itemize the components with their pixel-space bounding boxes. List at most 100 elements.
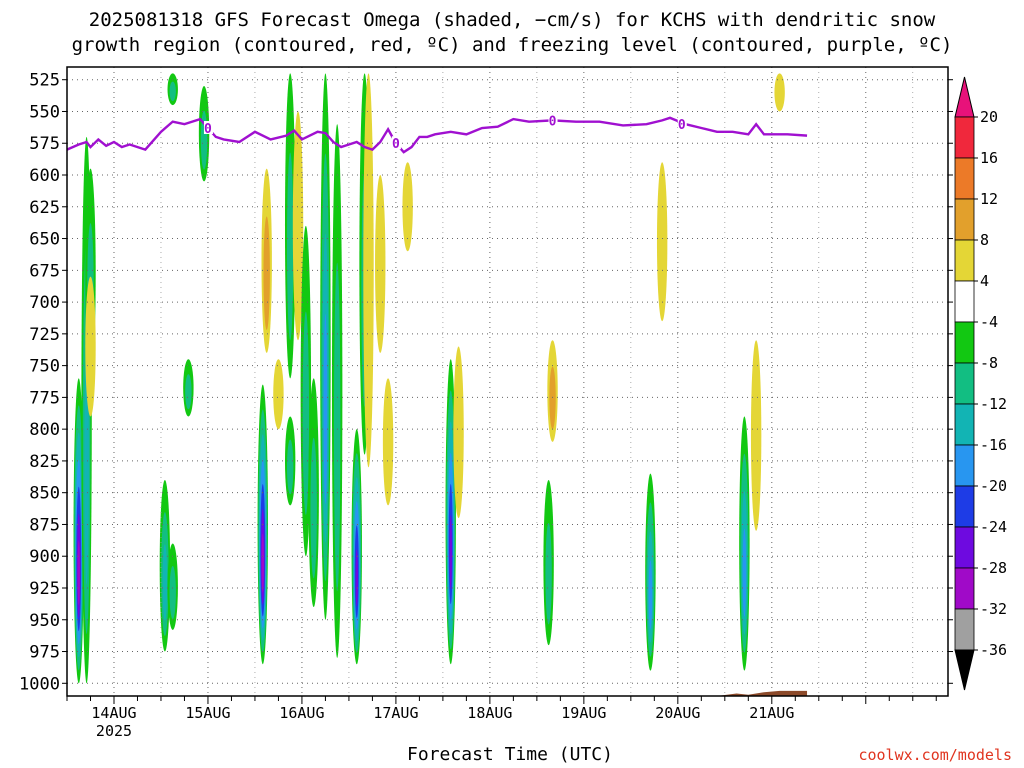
- colorbar-bin-7: [954, 403, 975, 446]
- freezing-level-label-bg-2: [548, 113, 558, 127]
- y-tick-label-750: 750: [29, 357, 60, 377]
- y-tick-label-775: 775: [29, 388, 60, 408]
- x-tick-label-4: 18AUG: [467, 704, 512, 722]
- x-tick-label-7: 21AUG: [749, 704, 794, 722]
- colorbar-bin-2: [954, 198, 975, 241]
- colorbar-tick-label-11: -28: [980, 559, 1007, 577]
- freezing-level-label-3: 0: [678, 118, 686, 133]
- colorbar-tick-label-3: 8: [980, 231, 989, 249]
- omega-region-31-level-3: [742, 528, 747, 617]
- x-tick-label-1: 15AUG: [185, 704, 230, 722]
- x-tick-label-6: 20AUG: [655, 704, 700, 722]
- chart-title-line-2: growth region (contoured, red, ºC) and f…: [71, 34, 953, 56]
- omega-region-30-level-0: [656, 162, 668, 322]
- omega-region-15-level-1: [302, 311, 310, 515]
- freezing-level-label-2: 0: [549, 114, 557, 129]
- colorbar-bin-4: [954, 280, 975, 323]
- y-tick-label-575: 575: [29, 134, 60, 154]
- y-tick-label-950: 950: [29, 611, 60, 631]
- freezing-level-label-1: 0: [392, 137, 400, 152]
- omega-region-26-level-0: [453, 346, 464, 519]
- omega-region-18-level-1: [333, 262, 341, 592]
- y-tick-label-675: 675: [29, 261, 60, 281]
- y-tick-label-875: 875: [29, 515, 60, 535]
- omega-region-25-level-5: [449, 515, 452, 590]
- colorbar-tick-label-5: -4: [980, 313, 998, 331]
- y-tick-label-925: 925: [29, 579, 60, 599]
- colorbar-tick-label-8: -16: [980, 436, 1007, 454]
- colorbar-tick-label-6: -8: [980, 354, 998, 372]
- omega-shading: [73, 73, 785, 684]
- omega-region-9-level-6: [261, 533, 264, 593]
- omega-region-11-level-0: [273, 359, 284, 430]
- y-tick-label-600: 600: [29, 166, 60, 186]
- omega-region-14-level-0: [292, 111, 304, 341]
- colorbar-bin-6: [954, 362, 975, 405]
- y-tick-label-1000: 1000: [19, 674, 60, 694]
- omega-region-7-level-1: [185, 374, 192, 410]
- colorbar-bin-8: [954, 444, 975, 487]
- credit-link[interactable]: coolwx.com/models: [858, 746, 1012, 764]
- x-tick-label-3: 17AUG: [373, 704, 418, 722]
- y-tick-label-900: 900: [29, 547, 60, 567]
- omega-region-16-level-1: [310, 437, 317, 579]
- omega-region-17-level-3: [323, 313, 328, 504]
- omega-region-13-level-1: [286, 439, 294, 495]
- omega-region-22-level-0: [375, 175, 386, 353]
- omega-region-4-level-2: [162, 544, 168, 621]
- omega-region-0-level-6: [77, 540, 80, 606]
- colorbar-tick-label-13: -36: [980, 641, 1007, 659]
- y-tick-label-725: 725: [29, 325, 60, 345]
- colorbar-bin-11: [954, 567, 975, 610]
- colorbar-tick-label-12: -32: [980, 600, 1007, 618]
- omega-region-29-level-3: [648, 560, 653, 629]
- omega-region-3-level-0: [85, 276, 96, 417]
- colorbar-bottom-arrow: [954, 649, 975, 691]
- colorbar-bin-10: [954, 526, 975, 569]
- y-tick-label-800: 800: [29, 420, 60, 440]
- x-tick-label-0: 14AUG: [91, 704, 136, 722]
- colorbar-tick-label-9: -20: [980, 477, 1007, 495]
- freezing-level-label-bg-1: [391, 136, 401, 150]
- plot-frame: [66, 66, 949, 697]
- colorbar-tick-label-2: 12: [980, 190, 998, 208]
- colorbar-bin-12: [954, 608, 975, 651]
- y-tick-label-650: 650: [29, 230, 60, 250]
- colorbar-top-arrow: [954, 76, 975, 118]
- freezing-level-label-bg-3: [677, 117, 687, 131]
- y-tick-label-700: 700: [29, 293, 60, 313]
- colorbar-tick-label-0: 20: [980, 108, 998, 126]
- y-tick-label-975: 975: [29, 643, 60, 663]
- colorbar-bin-3: [954, 239, 975, 282]
- omega-region-6-level-1: [169, 81, 176, 102]
- omega-region-33-level-0: [774, 73, 785, 112]
- colorbar-tick-label-4: 4: [980, 272, 989, 290]
- omega-region-27-level-1: [545, 522, 552, 625]
- colorbar-bin-1: [954, 157, 975, 200]
- x-axis-label: Forecast Time (UTC): [407, 744, 613, 765]
- x-tick-label-5: 19AUG: [561, 704, 606, 722]
- y-tick-label-850: 850: [29, 484, 60, 504]
- freezing-level-label-0: 0: [204, 122, 212, 137]
- colorbar-bin-9: [954, 485, 975, 528]
- colorbar-bin-0: [954, 116, 975, 159]
- omega-region-5-level-1: [169, 565, 176, 620]
- omega-region-23-level-0: [382, 378, 394, 506]
- colorbar-tick-label-7: -12: [980, 395, 1007, 413]
- chart-title-line-1: 2025081318 GFS Forecast Omega (shaded, −…: [88, 9, 936, 31]
- omega-region-32-level-0: [750, 340, 762, 531]
- freezing-level-label-bg-0: [203, 120, 213, 134]
- omega-region-12-level-1: [286, 152, 294, 341]
- omega-region-21-level-0: [363, 73, 374, 468]
- y-tick-label-625: 625: [29, 198, 60, 218]
- colorbar-tick-label-1: 16: [980, 149, 998, 167]
- x-tick-label-2: 16AUG: [279, 704, 324, 722]
- y-tick-label-825: 825: [29, 452, 60, 472]
- omega-region-19-level-5: [355, 549, 359, 607]
- y-tick-label-550: 550: [29, 102, 60, 122]
- x-tick-sublabel-0: 2025: [96, 722, 132, 740]
- omega-region-10-level-1: [263, 216, 270, 330]
- y-tick-label-525: 525: [29, 71, 60, 91]
